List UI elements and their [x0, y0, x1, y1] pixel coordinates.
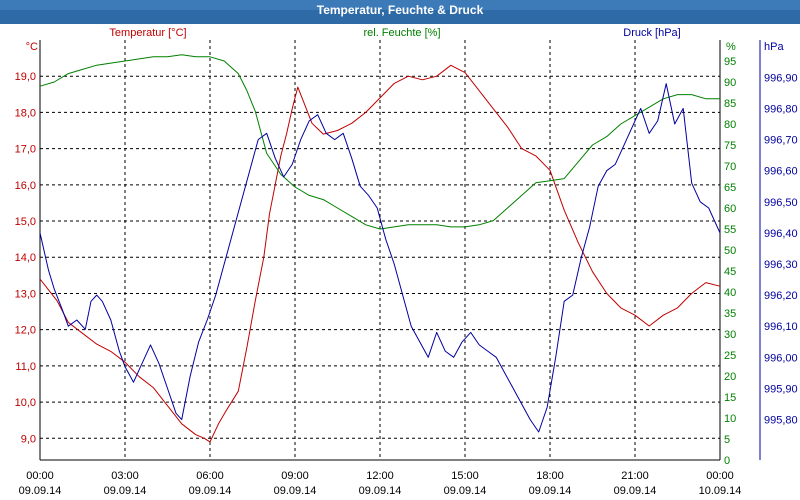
humidity-tick-label: 65	[724, 182, 736, 194]
temperature-tick-label: 9,0	[21, 433, 36, 445]
temperature-tick-label: 10,0	[15, 397, 36, 409]
tick-labels: 00:00 09.09.14 03:00 09.09.14 06:00 09.09.14 0…	[15, 56, 798, 497]
temperature-tick-label: 16,0	[15, 180, 36, 192]
humidity-series-line	[39, 54, 720, 230]
series-lines	[39, 54, 721, 443]
humidity-tick-label: 60	[724, 203, 736, 215]
x-tick-time: 21:00	[621, 470, 649, 482]
title-bar-highlight	[0, 0, 800, 10]
chart-title: Temperatur, Feuchte & Druck	[317, 3, 484, 17]
humidity-tick-label: 85	[724, 98, 736, 110]
temperature-tick-label: 13,0	[15, 288, 36, 300]
temperature-tick-label: 11,0	[15, 361, 36, 373]
pressure-tick-label: 996,40	[764, 228, 798, 240]
humidity-tick-label: 55	[724, 224, 736, 236]
humidity-tick-label: 35	[724, 308, 736, 320]
axes	[39, 40, 761, 461]
temperature-axis-label: Temperatur [°C]	[109, 27, 186, 39]
x-tick-time: 18:00	[536, 470, 564, 482]
temperature-tick-label: 18,0	[15, 107, 36, 119]
x-tick-date: 09.09.14	[104, 485, 147, 497]
pressure-tick-label: 996,80	[764, 103, 798, 115]
grid-lines	[40, 40, 720, 460]
pressure-series-line	[39, 83, 721, 433]
x-tick-date: 09.09.14	[444, 485, 487, 497]
x-tick-time: 12:00	[366, 470, 394, 482]
x-tick-time: 00:00	[706, 470, 734, 482]
x-tick-date: 10.09.14	[699, 485, 742, 497]
temperature-tick-label: 14,0	[15, 252, 36, 264]
pressure-unit-label: hPa	[764, 41, 784, 53]
humidity-tick-label: 20	[724, 371, 736, 383]
x-tick-date: 09.09.14	[614, 485, 657, 497]
humidity-tick-label: 10	[724, 413, 736, 425]
x-tick-time: 03:00	[111, 470, 139, 482]
humidity-tick-label: 90	[724, 77, 736, 89]
pressure-tick-label: 996,60	[764, 166, 798, 178]
pressure-tick-label: 996,70	[764, 135, 798, 147]
chart-title-bar	[0, 0, 800, 24]
humidity-tick-label: 45	[724, 266, 736, 278]
pressure-tick-label: 996,00	[764, 352, 798, 364]
humidity-tick-label: 30	[724, 329, 736, 341]
humidity-tick-label: 25	[724, 350, 736, 362]
x-tick-time: 09:00	[281, 470, 309, 482]
x-tick-date: 09.09.14	[189, 485, 232, 497]
temperature-tick-label: 12,0	[15, 325, 36, 337]
temperature-tick-label: 17,0	[15, 144, 36, 156]
pressure-tick-label: 996,20	[764, 290, 798, 302]
humidity-axis-label: rel. Feuchte [%]	[363, 27, 440, 39]
humidity-tick-label: 50	[724, 245, 736, 257]
x-tick-date: 09.09.14	[19, 485, 62, 497]
pressure-tick-label: 996,90	[764, 72, 798, 84]
humidity-tick-label: 80	[724, 119, 736, 131]
x-tick-date: 09.09.14	[359, 485, 402, 497]
humidity-tick-label: 15	[724, 392, 736, 404]
x-tick-date: 09.09.14	[529, 485, 572, 497]
x-tick-date: 09.09.14	[274, 485, 317, 497]
pressure-tick-label: 995,90	[764, 383, 798, 395]
humidity-unit-label: %	[726, 41, 736, 53]
humidity-tick-label: 40	[724, 287, 736, 299]
humidity-tick-label: 75	[724, 140, 736, 152]
pressure-tick-label: 996,30	[764, 259, 798, 271]
humidity-tick-label: 95	[724, 56, 736, 68]
pressure-tick-label: 996,50	[764, 197, 798, 209]
humidity-tick-label: 70	[724, 161, 736, 173]
x-tick-time: 06:00	[196, 470, 224, 482]
temperature-tick-label: 19,0	[15, 71, 36, 83]
x-tick-time: 15:00	[451, 470, 479, 482]
humidity-tick-label: 0	[724, 455, 730, 467]
pressure-axis-label: Druck [hPa]	[623, 27, 680, 39]
pressure-tick-label: 995,80	[764, 415, 798, 427]
temperature-unit-label: °C	[26, 41, 38, 53]
humidity-tick-label: 5	[724, 434, 730, 446]
temperature-series-line	[39, 64, 721, 443]
x-tick-time: 00:00	[26, 470, 54, 482]
pressure-tick-label: 996,10	[764, 321, 798, 333]
temperature-tick-label: 15,0	[15, 216, 36, 228]
